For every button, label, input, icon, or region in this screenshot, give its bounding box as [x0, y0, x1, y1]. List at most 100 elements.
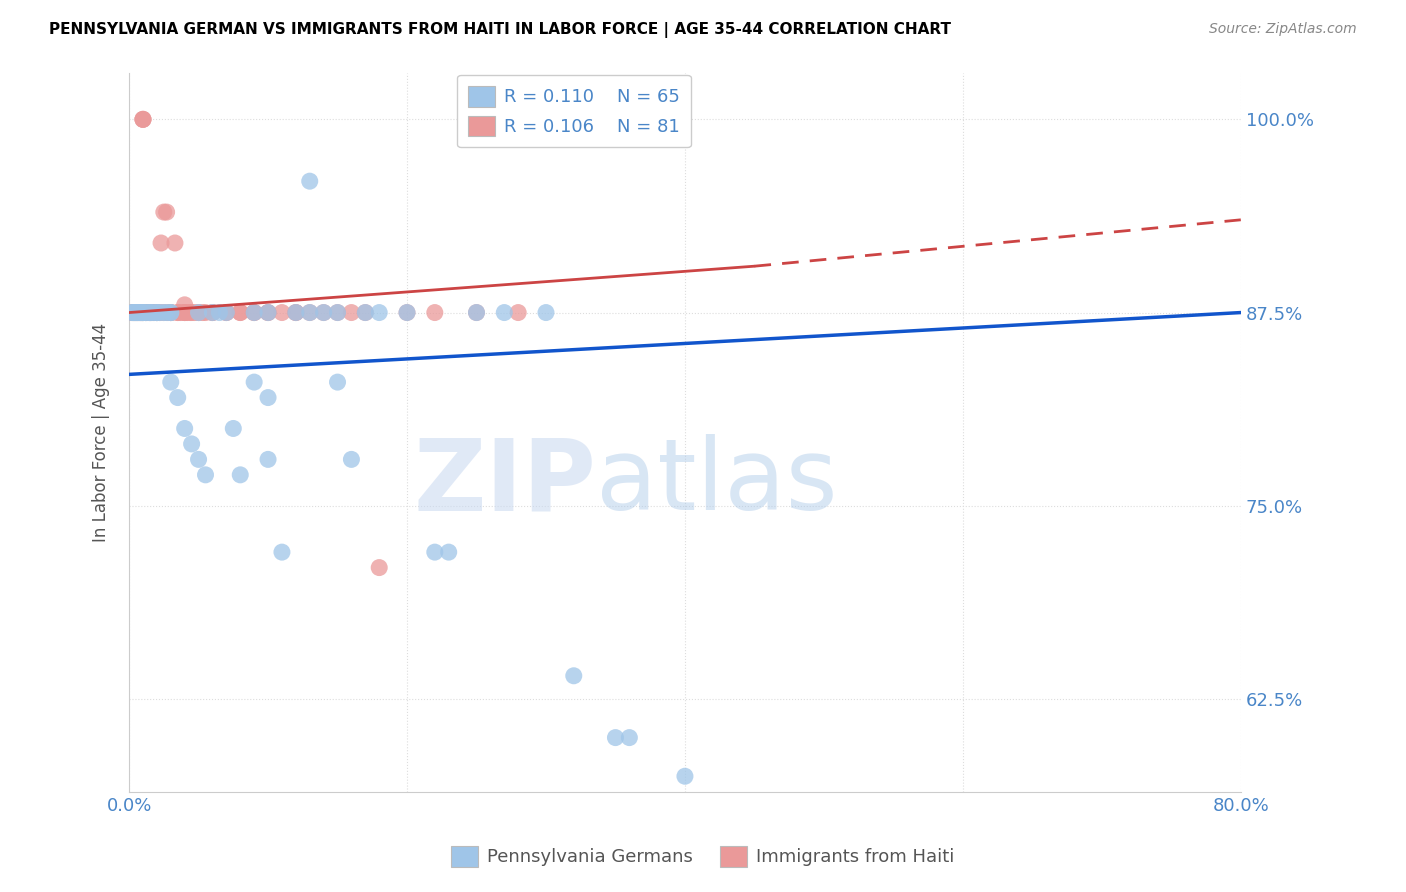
Point [122, 305, 145, 319]
Point [121, 305, 143, 319]
Point [142, 305, 165, 319]
Point [215, 305, 238, 319]
Point [298, 305, 321, 319]
Point [132, 305, 155, 319]
Point [257, 452, 280, 467]
Point [159, 305, 181, 319]
Point [138, 305, 160, 319]
Point [132, 112, 155, 127]
Point [284, 305, 307, 319]
Point [395, 305, 418, 319]
Point [201, 305, 224, 319]
Point [153, 305, 176, 319]
Point [127, 305, 149, 319]
Point [229, 467, 252, 482]
Point [423, 305, 446, 319]
Point [149, 305, 172, 319]
Text: PENNSYLVANIA GERMAN VS IMMIGRANTS FROM HAITI IN LABOR FORCE | AGE 35-44 CORRELAT: PENNSYLVANIA GERMAN VS IMMIGRANTS FROM H… [49, 22, 952, 38]
Point [146, 305, 169, 319]
Point [257, 391, 280, 405]
Point [135, 305, 157, 319]
Point [127, 305, 149, 319]
Point [298, 174, 321, 188]
Point [243, 305, 266, 319]
Point [125, 305, 148, 319]
Point [143, 305, 166, 319]
Point [562, 669, 585, 683]
Point [131, 305, 153, 319]
Point [131, 305, 153, 319]
Text: Source: ZipAtlas.com: Source: ZipAtlas.com [1209, 22, 1357, 37]
Point [146, 305, 169, 319]
Point [354, 305, 377, 319]
Point [340, 305, 363, 319]
Y-axis label: In Labor Force | Age 35-44: In Labor Force | Age 35-44 [93, 323, 110, 542]
Point [215, 305, 238, 319]
Point [129, 305, 152, 319]
Point [131, 305, 153, 319]
Point [139, 305, 162, 319]
Point [132, 305, 155, 319]
Point [298, 305, 321, 319]
Point [257, 305, 280, 319]
Point [159, 305, 181, 319]
Point [326, 305, 349, 319]
Point [437, 545, 460, 559]
Point [124, 305, 146, 319]
Point [132, 305, 155, 319]
Point [201, 305, 224, 319]
Point [153, 205, 176, 219]
Point [534, 305, 557, 319]
Point [179, 305, 201, 319]
Point [139, 305, 162, 319]
Point [156, 305, 179, 319]
Point [149, 305, 172, 319]
Point [326, 305, 349, 319]
Point [135, 305, 157, 319]
Point [128, 305, 150, 319]
Point [135, 305, 157, 319]
Point [187, 305, 209, 319]
Point [122, 305, 145, 319]
Point [125, 305, 148, 319]
Point [173, 421, 195, 435]
Point [139, 305, 162, 319]
Point [155, 305, 177, 319]
Point [271, 305, 294, 319]
Point [257, 305, 280, 319]
Point [139, 305, 162, 319]
Point [153, 305, 176, 319]
Point [124, 305, 146, 319]
Point [243, 305, 266, 319]
Point [173, 305, 195, 319]
Point [257, 305, 280, 319]
Point [127, 305, 149, 319]
Point [229, 305, 252, 319]
Point [395, 305, 418, 319]
Point [122, 305, 145, 319]
Point [222, 421, 245, 435]
Point [128, 305, 150, 319]
Point [132, 305, 155, 319]
Point [141, 305, 163, 319]
Point [146, 305, 169, 319]
Point [124, 305, 146, 319]
Point [173, 305, 195, 319]
Point [132, 112, 155, 127]
Point [508, 305, 530, 319]
Point [132, 112, 155, 127]
Point [229, 305, 252, 319]
Point [173, 305, 195, 319]
Point [194, 467, 217, 482]
Point [354, 305, 377, 319]
Point [163, 235, 186, 250]
Point [127, 305, 149, 319]
Point [125, 305, 148, 319]
Point [619, 731, 641, 745]
Point [150, 235, 173, 250]
Point [243, 305, 266, 319]
Point [122, 305, 145, 319]
Point [141, 305, 163, 319]
Point [284, 305, 307, 319]
Point [284, 305, 307, 319]
